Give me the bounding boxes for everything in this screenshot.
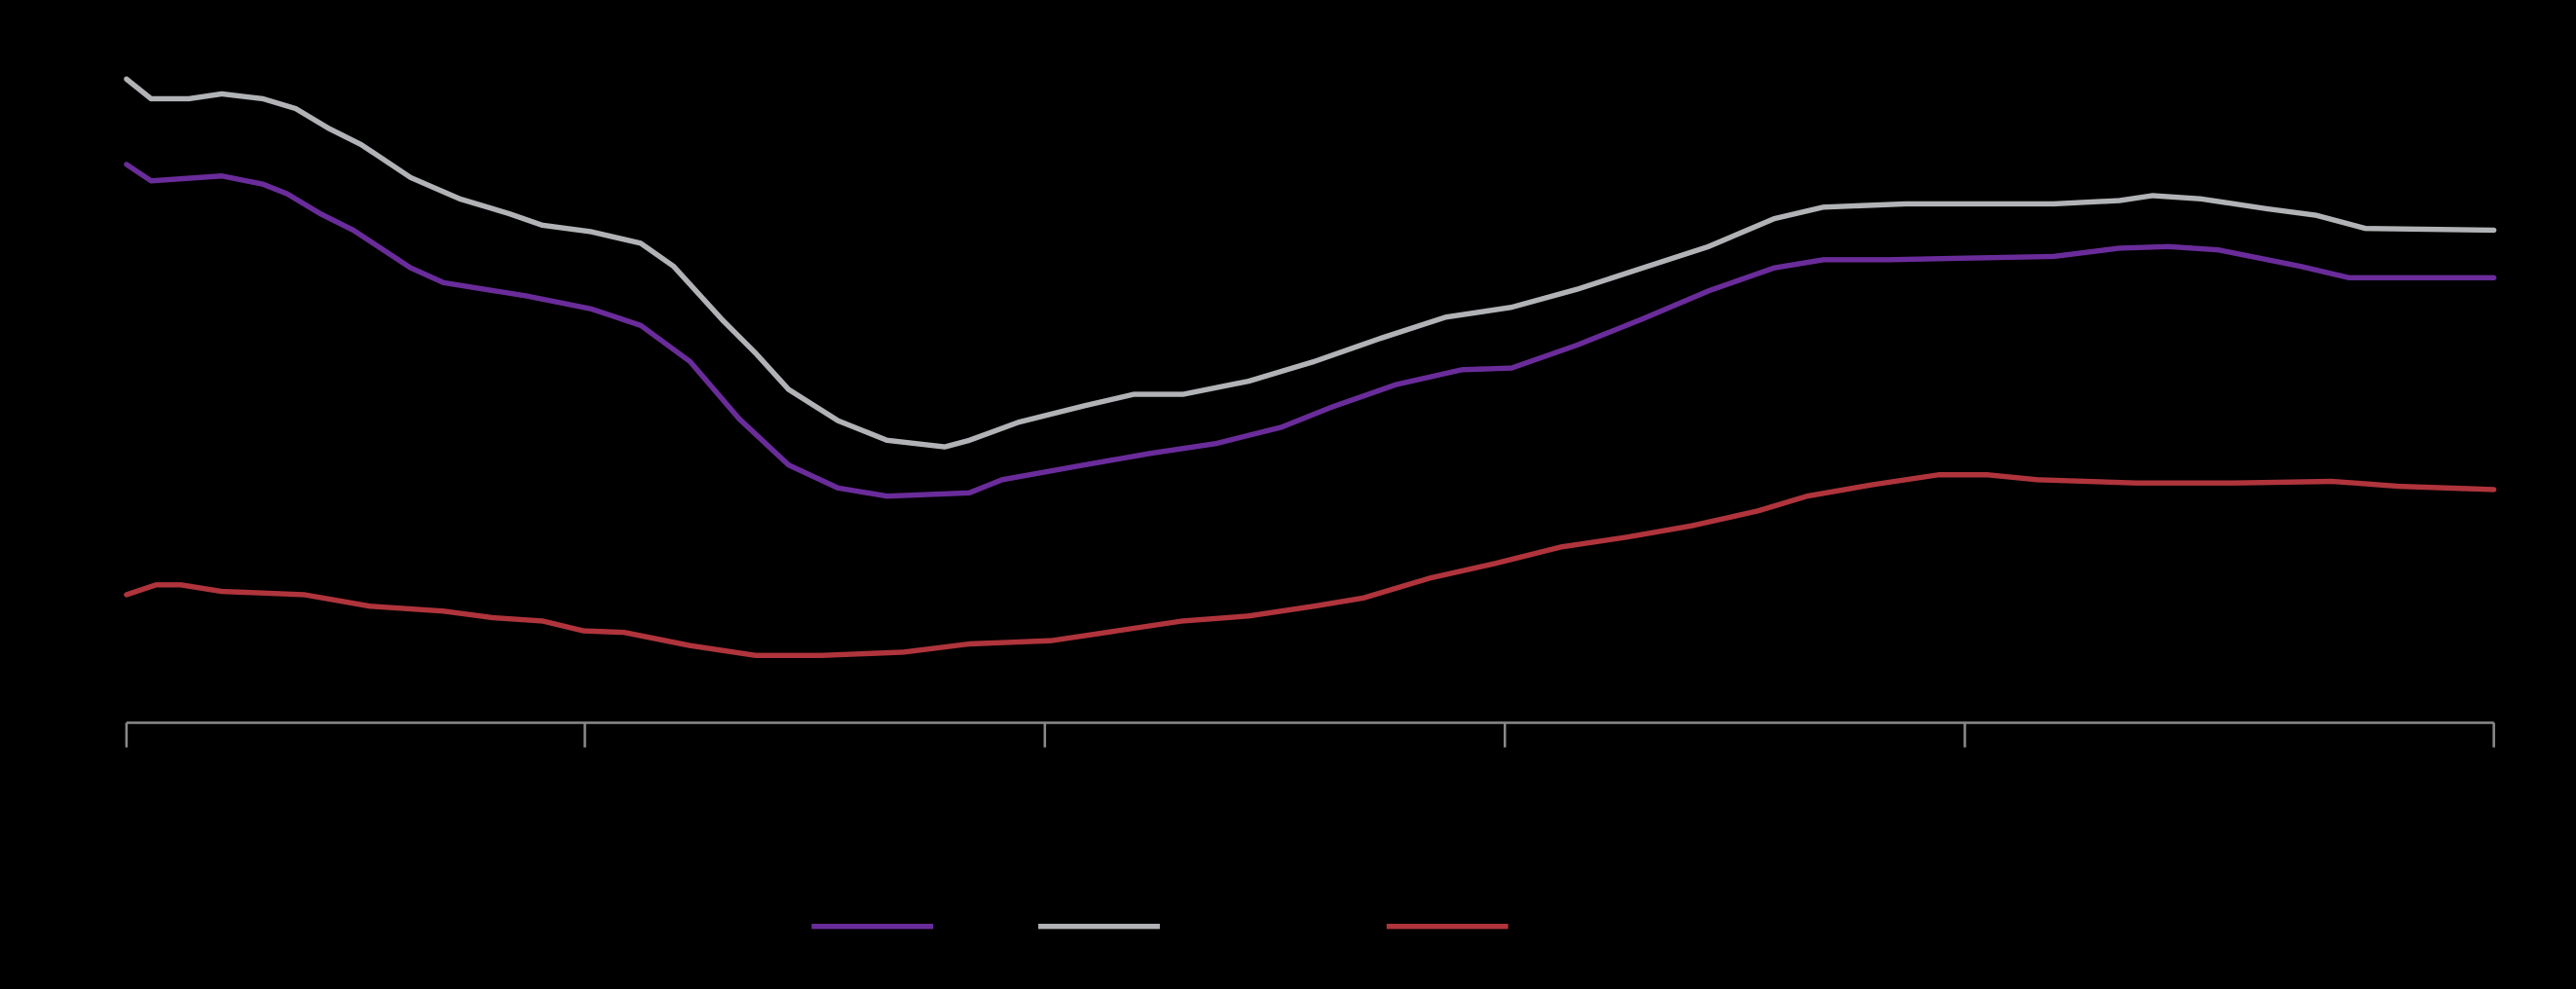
series-line (124, 162, 2497, 499)
series-line (124, 472, 2497, 659)
series-line (124, 76, 2497, 450)
